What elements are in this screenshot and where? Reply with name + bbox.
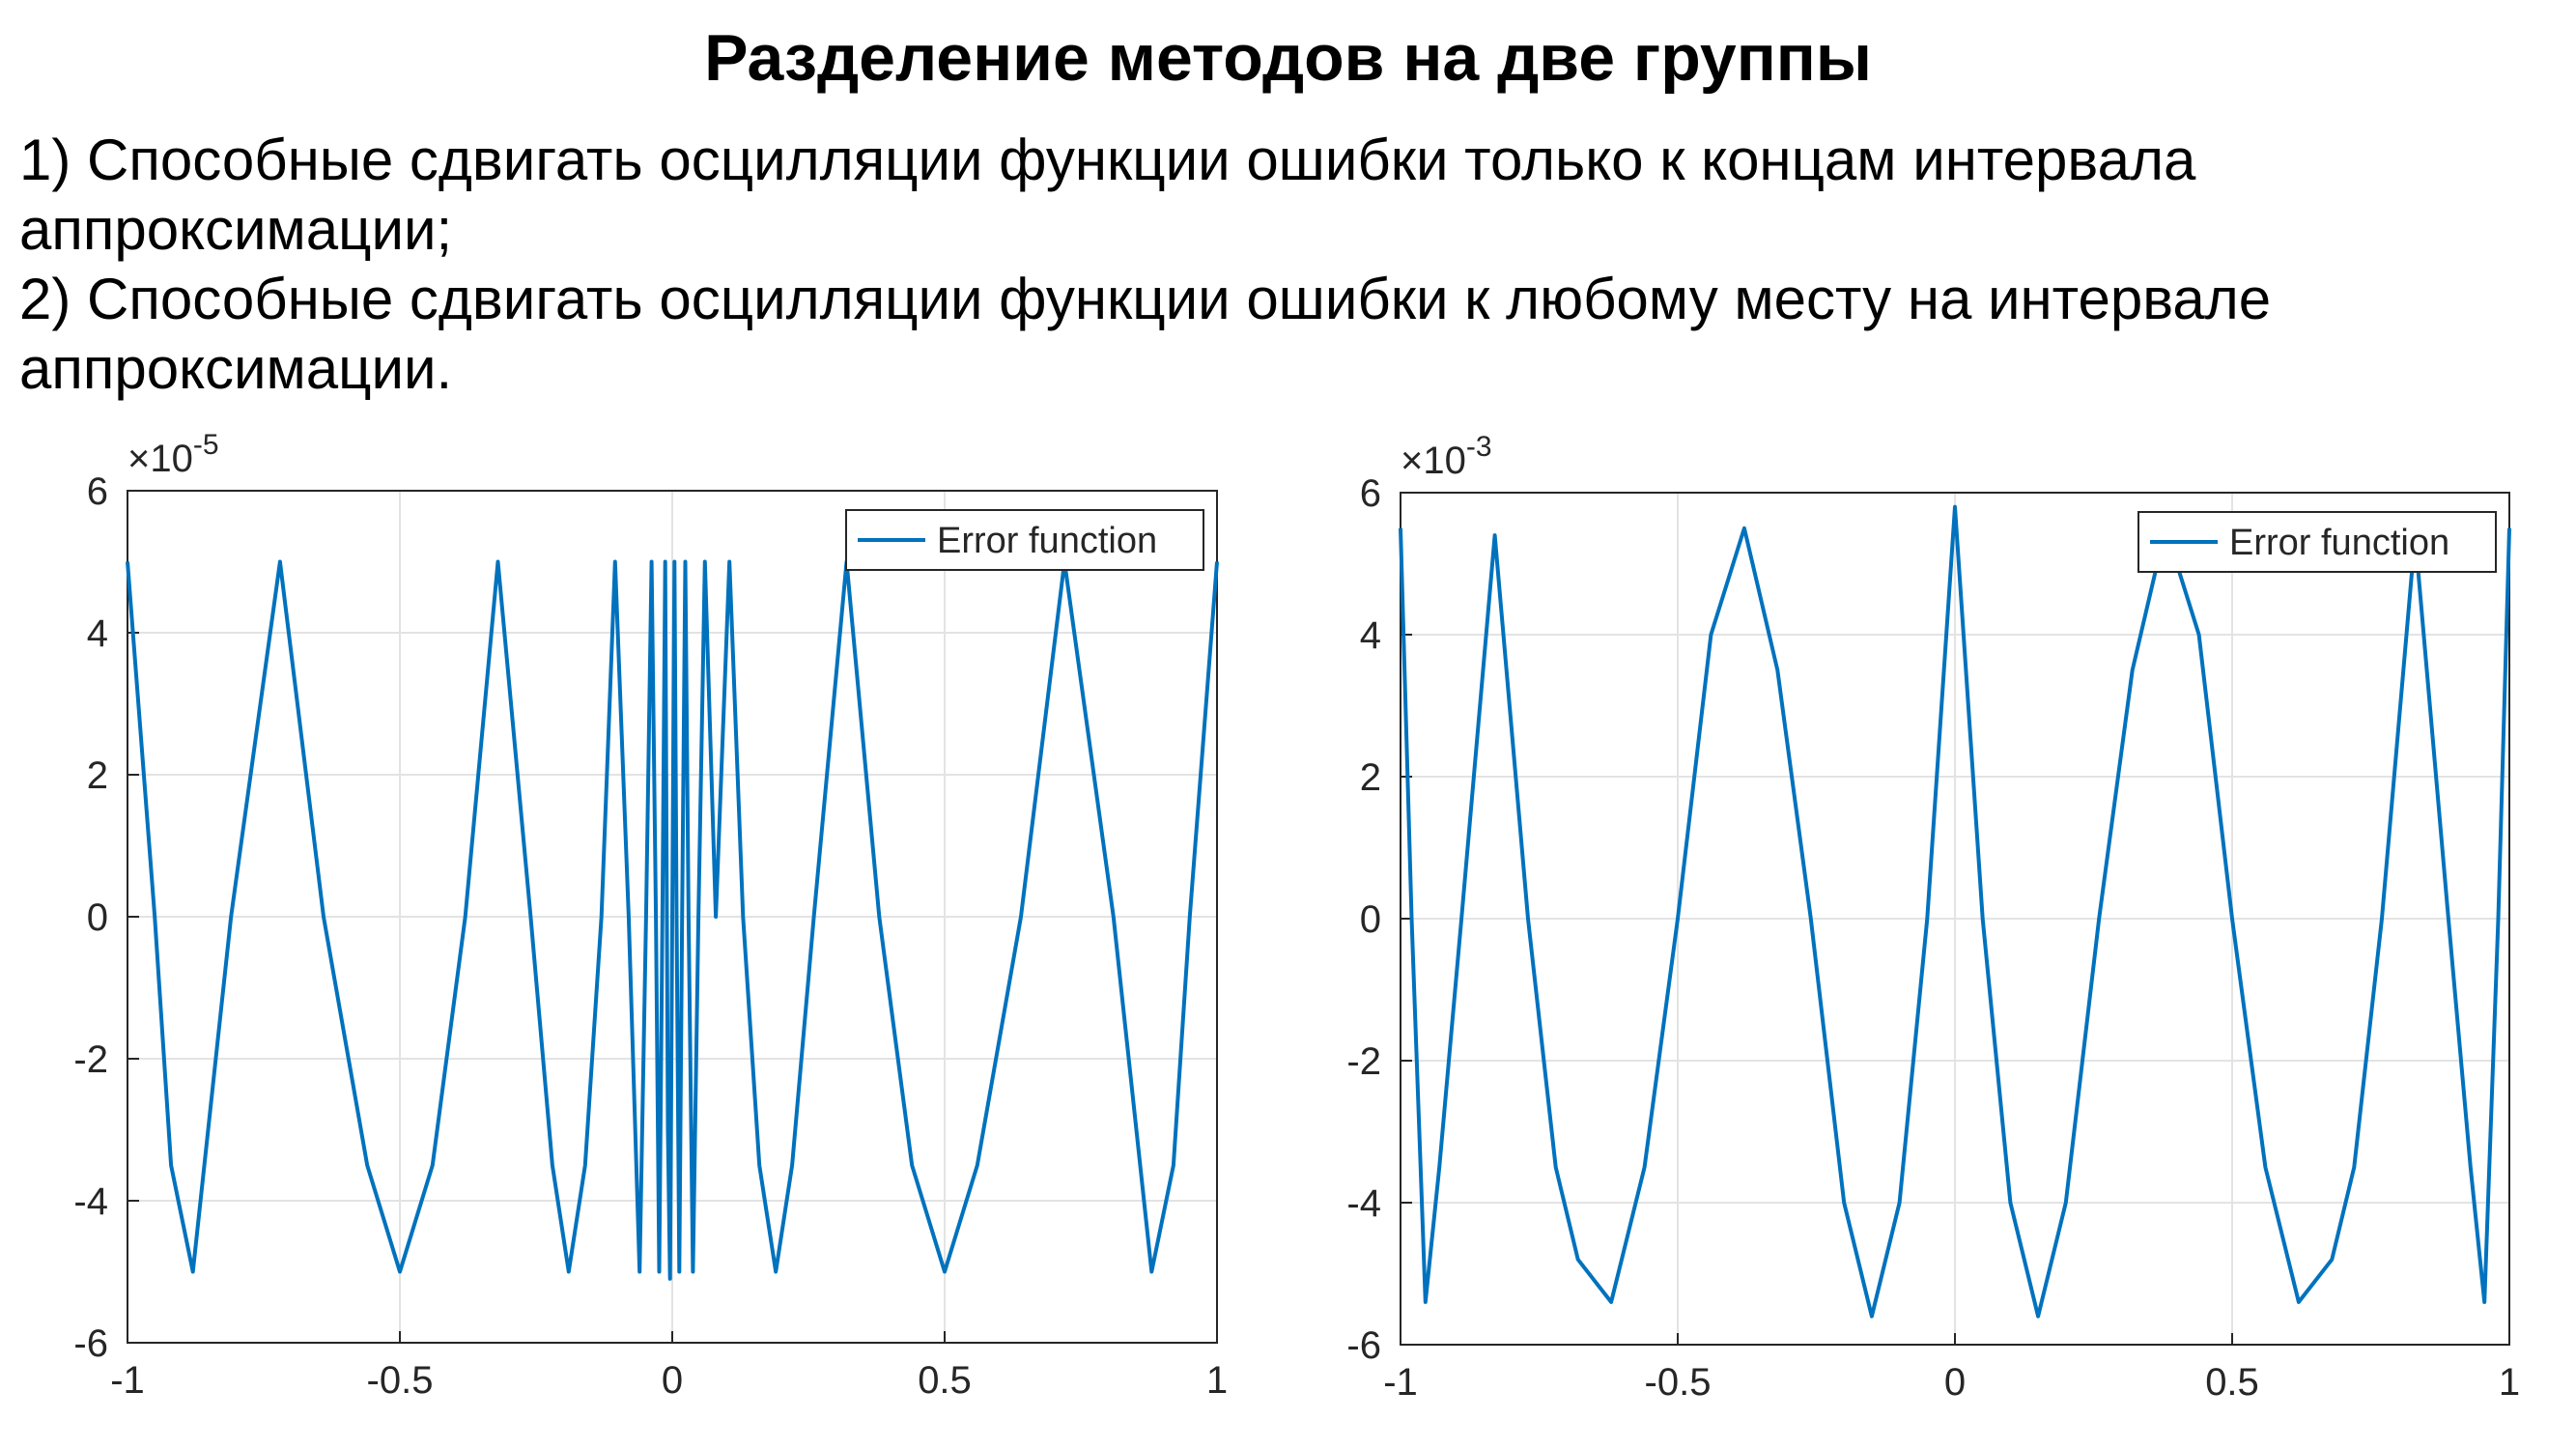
right-y-tick-label: -2 (1346, 1040, 1381, 1083)
chart-canvas-left: -1 -0.5 0 0.5 1 -6 -4 -2 0 2 4 6 ×10-5 Error function (73, 429, 1228, 1402)
slide-title: Разделение методов на две группы (704, 21, 1872, 95)
right-legend-label: Error function (2229, 523, 2449, 563)
left-exponent-base: ×10 (127, 438, 193, 480)
left-y-tick-label: 2 (87, 754, 108, 797)
error-function-chart-left: -1 -0.5 0 0.5 1 -6 -4 -2 0 2 4 6 ×10-5 Error function (19, 415, 1294, 1449)
chart-canvas-right: -1 -0.5 0 0.5 1 -6 -4 -2 0 2 4 6 ×10-3 Error function (1346, 431, 2520, 1404)
method-group-2: 2) Способные сдвигать осцилляции функции… (19, 267, 2272, 331)
right-y-tick-label: 4 (1360, 614, 1381, 657)
right-x-tick-label: -1 (1383, 1361, 1418, 1404)
right-exponent-base: ×10 (1401, 440, 1466, 482)
right-legend: Error function (2137, 511, 2497, 573)
left-legend: Error function (845, 509, 1204, 571)
left-x-tick-label: 0 (662, 1359, 683, 1402)
left-series-line-error-function (126, 559, 1219, 1281)
right-y-tick-label: 2 (1360, 756, 1381, 799)
right-y-tick-label: -6 (1346, 1324, 1381, 1367)
method-group-1-continued: аппроксимации; (19, 197, 453, 262)
slide-body: 1) Способные сдвигать осцилляции функции… (19, 126, 2560, 404)
left-exponent-power: -5 (193, 429, 219, 461)
right-exponent-power: -3 (1466, 431, 1492, 463)
left-x-tick-label: -0.5 (367, 1359, 434, 1402)
right-x-tick-label: 0 (1944, 1361, 1966, 1404)
right-x-tick-label: -0.5 (1645, 1361, 1712, 1404)
right-x-tick-label: 1 (2499, 1361, 2520, 1404)
right-x-tick-label: 0.5 (2205, 1361, 2259, 1404)
left-axis-exponent: ×10-5 (127, 429, 219, 480)
right-y-tick-label: -4 (1346, 1182, 1381, 1225)
left-y-tick-label: 4 (87, 612, 108, 655)
right-y-tick-label: 0 (1360, 898, 1381, 941)
left-legend-label: Error function (937, 521, 1157, 561)
error-function-chart-right: -1 -0.5 0 0.5 1 -6 -4 -2 0 2 4 6 ×10-3 Error function (1294, 415, 2569, 1449)
left-y-tick-label: -4 (73, 1180, 108, 1223)
right-axis-exponent: ×10-3 (1401, 431, 1492, 482)
right-y-tick-label: 6 (1360, 472, 1381, 515)
method-group-1: 1) Способные сдвигать осцилляции функции… (19, 128, 2196, 192)
left-x-tick-label: 0.5 (918, 1359, 972, 1402)
left-x-tick-label: -1 (110, 1359, 145, 1402)
left-x-tick-label: 1 (1206, 1359, 1228, 1402)
left-y-tick-label: 0 (87, 896, 108, 939)
method-group-2-continued: аппроксимации. (19, 336, 453, 401)
right-series-line-error-function (1399, 504, 2511, 1319)
left-y-tick-label: 6 (87, 470, 108, 513)
left-y-tick-label: -6 (73, 1322, 108, 1365)
left-y-tick-label: -2 (73, 1038, 108, 1081)
